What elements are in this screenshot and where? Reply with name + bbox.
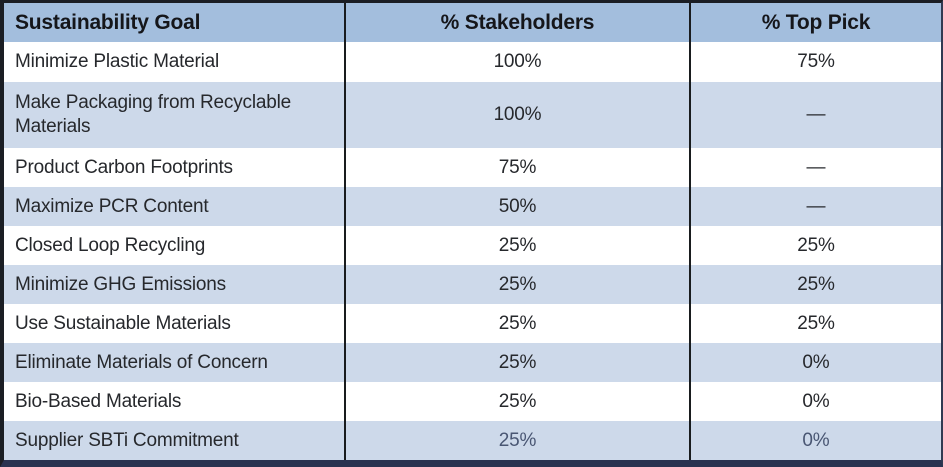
table-row: Make Packaging from Recyclable Materials… — [4, 82, 941, 148]
stakeholders-cell: 25% — [345, 304, 691, 343]
table-row: Supplier SBTi Commitment 25% 0% — [4, 421, 941, 460]
top-pick-cell: 25% — [797, 312, 835, 334]
table-body: Minimize Plastic Material 100% 75% Make … — [4, 42, 941, 460]
goal-cell: Maximize PCR Content — [4, 187, 347, 226]
column-header-sustainability-goal: Sustainability Goal — [4, 3, 347, 42]
top-pick-cell: — — [806, 104, 826, 125]
goal-cell: Product Carbon Footprints — [4, 148, 347, 187]
top-pick-cell: 0% — [802, 390, 830, 412]
stakeholders-cell: 25% — [345, 382, 691, 421]
header-row: Sustainability Goal % Stakeholders % Top… — [4, 3, 941, 42]
top-pick-cell: 75% — [797, 51, 835, 72]
column-header-stakeholders: % Stakeholders — [345, 3, 691, 42]
table-row: Minimize Plastic Material 100% 75% — [4, 42, 941, 82]
table-row: Closed Loop Recycling 25% 25% — [4, 226, 941, 265]
data-table: Sustainability Goal % Stakeholders % Top… — [4, 3, 941, 460]
table-row: Product Carbon Footprints 75% — — [4, 148, 941, 187]
stakeholders-cell: 100% — [345, 82, 691, 148]
stakeholders-cell: 75% — [345, 148, 691, 187]
table-row: Minimize GHG Emissions 25% 25% — [4, 265, 941, 304]
goal-cell: Supplier SBTi Commitment — [4, 421, 347, 460]
goal-cell: Eliminate Materials of Concern — [4, 343, 347, 382]
top-pick-cell: 0% — [802, 429, 830, 451]
goal-cell: Make Packaging from Recyclable Materials — [4, 82, 347, 148]
stakeholders-cell: 25% — [345, 265, 691, 304]
goal-cell: Closed Loop Recycling — [4, 226, 347, 265]
goal-cell: Minimize Plastic Material — [4, 42, 347, 82]
stakeholders-cell: 50% — [345, 187, 691, 226]
top-pick-cell: — — [806, 195, 826, 217]
table-row: Bio-Based Materials 25% 0% — [4, 382, 941, 421]
table-row: Maximize PCR Content 50% — — [4, 187, 941, 226]
stakeholders-cell: 25% — [345, 343, 691, 382]
stakeholders-cell: 25% — [345, 421, 691, 460]
top-pick-cell: — — [806, 156, 826, 178]
top-pick-cell: 0% — [802, 351, 830, 373]
goal-cell: Minimize GHG Emissions — [4, 265, 347, 304]
stakeholders-cell: 100% — [345, 42, 691, 82]
top-pick-cell: 25% — [797, 234, 835, 256]
column-header-top-pick: % Top Pick — [761, 10, 871, 34]
goal-cell: Bio-Based Materials — [4, 382, 347, 421]
top-pick-cell: 25% — [797, 273, 835, 295]
table-row: Eliminate Materials of Concern 25% 0% — [4, 343, 941, 382]
table-row: Use Sustainable Materials 25% 25% — [4, 304, 941, 343]
stakeholders-cell: 25% — [345, 226, 691, 265]
goal-cell: Use Sustainable Materials — [4, 304, 347, 343]
